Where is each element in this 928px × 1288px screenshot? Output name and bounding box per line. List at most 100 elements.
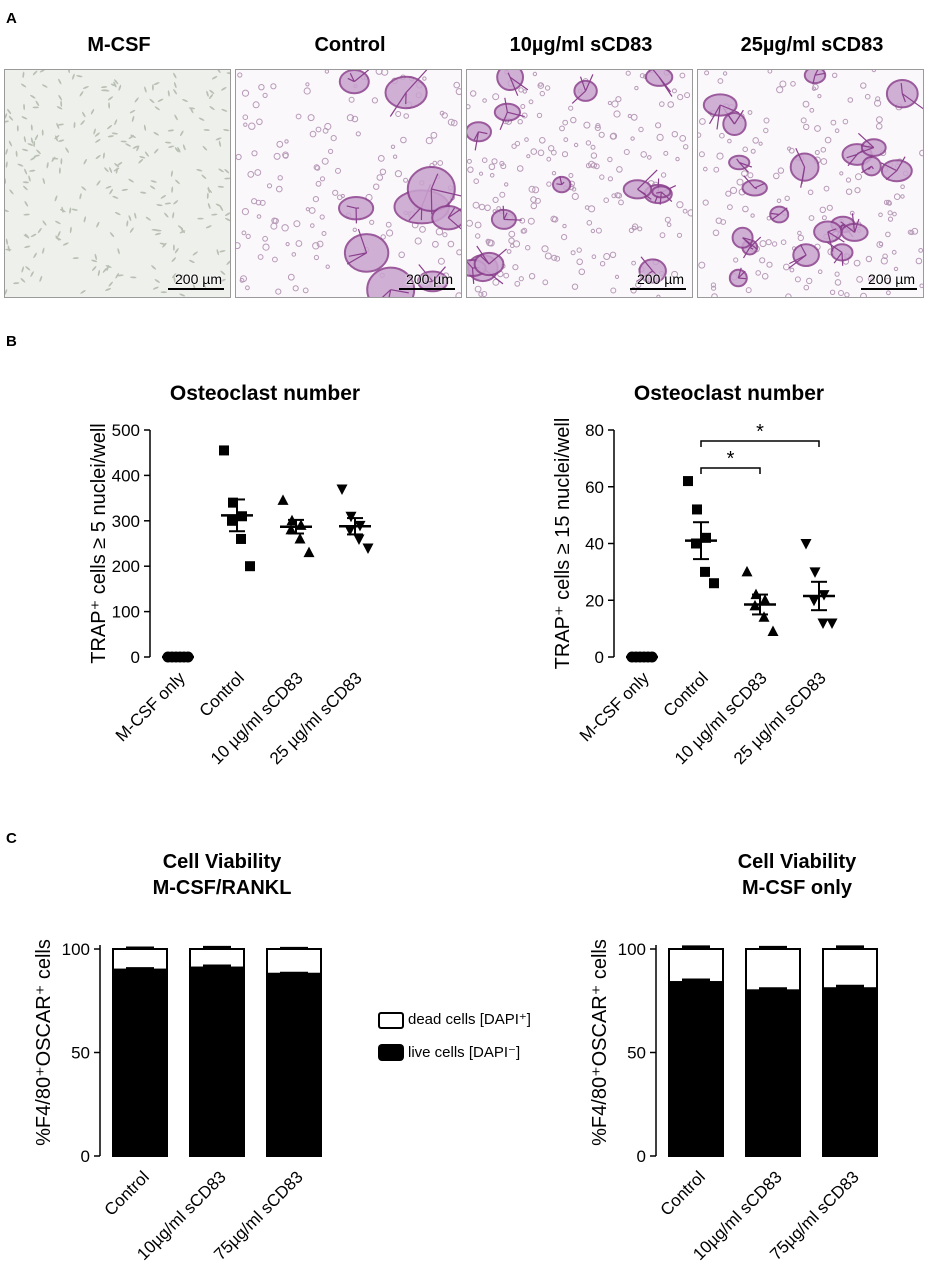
cell [803,123,810,131]
cell [140,191,147,194]
process [430,188,433,215]
process [814,72,826,76]
process [471,267,475,284]
chart-subtitle: M-CSF only [742,877,853,899]
cell [546,156,552,162]
cell [736,178,744,186]
process [660,191,673,203]
cell [325,264,330,269]
cell [149,98,155,104]
cell [437,257,445,265]
cell [742,205,749,213]
cell [172,273,177,279]
cell [136,145,140,152]
cell [319,176,326,182]
cell [144,86,147,93]
cell [656,294,661,297]
cell [780,239,787,245]
cell [181,274,184,281]
process [585,74,594,92]
process [871,165,874,170]
cell [447,240,455,248]
bar-dead [112,948,168,971]
process [652,270,659,277]
cell [20,83,27,88]
cell [521,112,528,119]
cell [330,135,337,142]
cell [635,281,642,289]
marker [344,525,356,536]
process [637,188,646,195]
cell [149,185,156,190]
cell [139,155,146,159]
marker [303,546,315,558]
cell [72,257,79,260]
significance-label: * [727,448,735,470]
cell [39,70,46,73]
cell [811,86,817,91]
cell [834,128,840,134]
cell [24,168,28,175]
cell [217,185,225,188]
cell [8,115,14,121]
cell [563,137,569,143]
cell [570,250,576,256]
marker [336,484,348,496]
process [880,162,898,172]
cell [808,215,815,221]
process [381,289,392,297]
process [901,93,906,103]
cell [729,186,738,195]
cell [175,179,180,185]
cell [667,101,674,108]
cell [216,70,221,74]
cell [893,193,901,200]
cell [453,81,460,89]
cell [80,290,86,294]
process [861,165,872,174]
cell [512,264,519,271]
cell [35,100,40,107]
cell [15,150,18,157]
scale-bar [168,288,224,290]
cell [179,293,186,297]
cell [727,138,732,144]
cell [90,108,95,115]
cell [24,201,29,207]
cell [869,278,875,283]
cell [647,155,652,160]
cell [312,242,320,250]
cell [398,251,405,259]
image-title-25ug: 25µg/ml sCD83 [740,34,884,56]
cell [616,166,623,173]
cell [826,204,833,211]
process [357,228,368,254]
process [503,218,522,221]
cell [666,222,672,227]
cell [467,104,471,110]
cell [603,197,609,203]
process [488,248,507,265]
cell [511,143,517,149]
cell [656,133,664,142]
cell [703,166,708,172]
scale-bar [630,288,686,290]
process [833,252,843,264]
cell [308,207,316,214]
cell [321,231,327,236]
cell [181,99,189,102]
cell [93,128,96,135]
marker [236,533,246,544]
cell [17,163,24,167]
cell [390,144,396,150]
cell [59,208,66,213]
cell [30,156,36,161]
cell [284,139,289,144]
cell [536,112,543,119]
cell [247,171,255,178]
cell [845,177,852,183]
cell [590,228,596,234]
cell [71,208,78,211]
image-title-control: Control [314,34,386,56]
cell [504,182,509,187]
